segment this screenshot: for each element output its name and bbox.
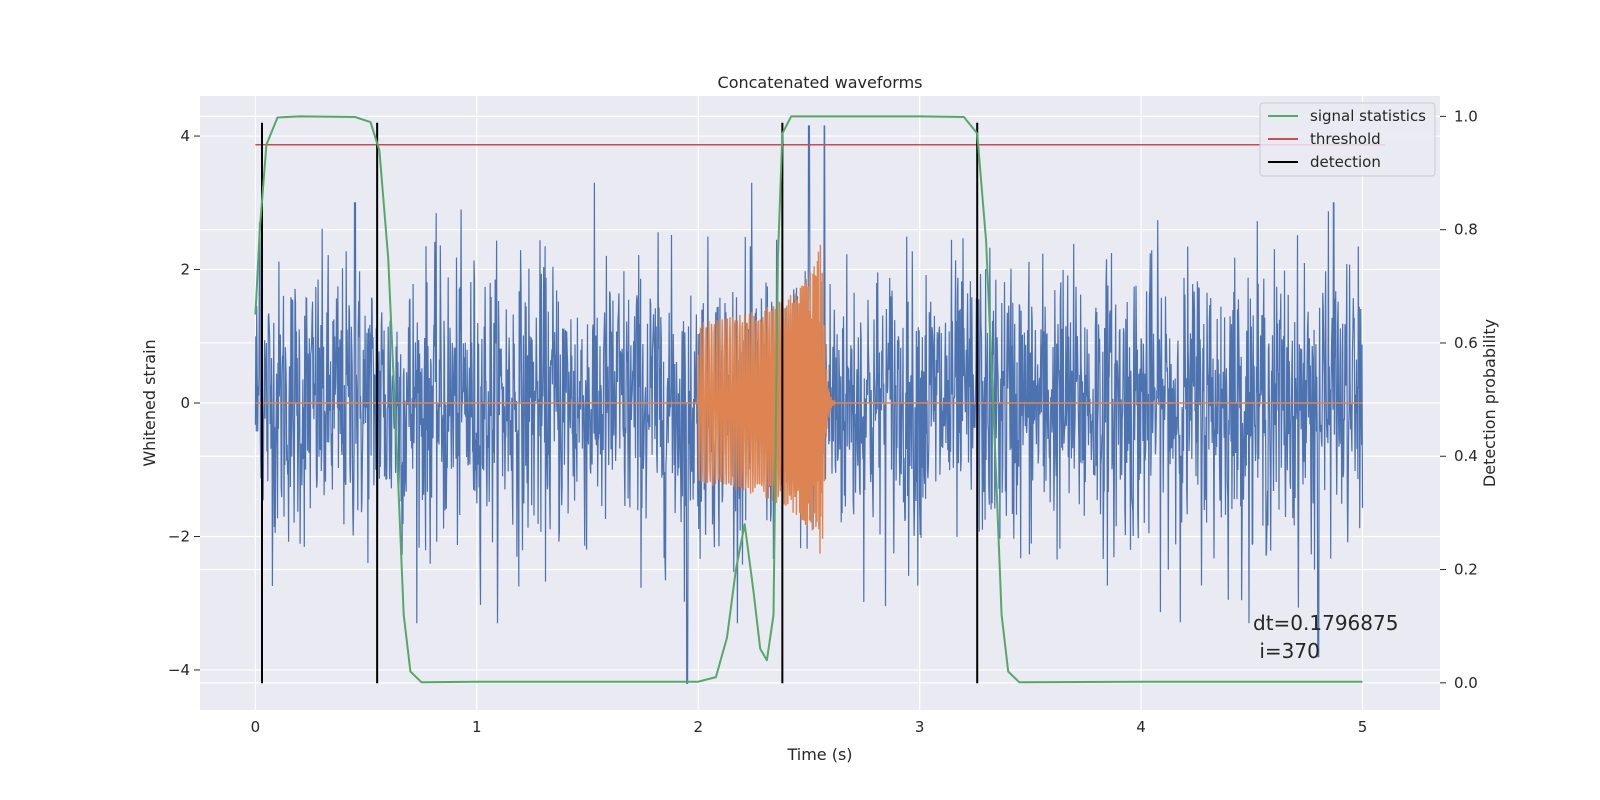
series-line-strain-noise <box>254 125 1364 684</box>
series-line-chirp <box>255 244 1363 554</box>
chart-title: Concatenated waveforms <box>718 73 923 92</box>
y-tick-label: 4 <box>180 127 190 145</box>
y-axis-label: Whitened strain <box>140 339 159 466</box>
y-tick-label: 2 <box>180 261 190 279</box>
y-tick-label: −2 <box>168 527 190 545</box>
y-tick-label: 0 <box>180 394 190 412</box>
x-axis-label: Time (s) <box>786 745 852 764</box>
legend-box <box>1259 102 1436 177</box>
annotation-i: i=370 <box>1253 639 1320 663</box>
annotation-dt: dt=0.1796875 <box>1253 611 1398 635</box>
legend: signal statistics threshold detection <box>1259 102 1436 177</box>
y2-axis-label: Detection probability <box>1480 319 1499 487</box>
x-tick-label: 4 <box>1136 718 1146 736</box>
y2-tick-label: 0.4 <box>1454 447 1478 465</box>
x-tick-label: 1 <box>472 718 482 736</box>
x-tick-label: 0 <box>251 718 261 736</box>
legend-label-detection: detection <box>1310 153 1381 171</box>
y2-tick-label: 0.6 <box>1454 334 1478 352</box>
y2-tick-label: 0.2 <box>1454 561 1478 579</box>
y2-tick-label: 0.0 <box>1454 674 1478 692</box>
x-tick-label: 5 <box>1358 718 1368 736</box>
y2-tick-label: 1.0 <box>1454 107 1478 125</box>
legend-label-signal-statistics: signal statistics <box>1310 107 1426 125</box>
x-tick-label: 2 <box>693 718 703 736</box>
x-tick-label: 3 <box>915 718 925 736</box>
y2-tick-label: 0.8 <box>1454 221 1478 239</box>
legend-label-threshold: threshold <box>1310 130 1381 148</box>
y-tick-label: −4 <box>168 661 190 679</box>
series-layer <box>254 115 1385 684</box>
ticks-layer: 0 1 2 3 4 5 −4 −2 0 2 4 0.0 0.2 0.4 0.6 0.8 1.0 <box>168 107 1478 736</box>
series-line-signal-statistics <box>254 115 1363 684</box>
